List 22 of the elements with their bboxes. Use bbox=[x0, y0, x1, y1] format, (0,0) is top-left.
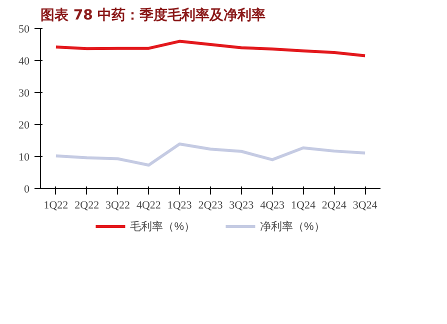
x-tick-label: 4Q22 bbox=[136, 200, 161, 212]
y-tick-label: 40 bbox=[18, 56, 30, 68]
x-tick-label: 1Q22 bbox=[44, 200, 68, 212]
y-tick-label: 30 bbox=[18, 88, 30, 100]
x-tick-label: 3Q23 bbox=[229, 200, 254, 212]
x-tick-label: 4Q23 bbox=[260, 200, 286, 212]
legend-label: 净利率（%） bbox=[260, 220, 325, 234]
y-tick-label: 0 bbox=[24, 184, 30, 196]
x-tick-label: 3Q22 bbox=[106, 200, 130, 212]
legend-label: 毛利率（%） bbox=[130, 220, 195, 234]
line-series bbox=[54, 40, 367, 58]
x-tick-label: 2Q22 bbox=[74, 200, 100, 212]
y-tick-label: 50 bbox=[18, 24, 30, 36]
line-series bbox=[54, 142, 367, 167]
y-tick-label: 10 bbox=[18, 152, 30, 164]
x-tick-label: 2Q24 bbox=[322, 200, 347, 212]
chart-title: 图表 78 中药：季度毛利率及净利率 bbox=[40, 6, 266, 24]
y-tick-label: 20 bbox=[18, 120, 30, 132]
x-tick-label: 2Q23 bbox=[198, 200, 224, 212]
x-tick-label: 3Q24 bbox=[352, 200, 378, 212]
x-tick-label: 1Q23 bbox=[167, 200, 192, 212]
x-tick-label: 1Q24 bbox=[291, 200, 316, 212]
